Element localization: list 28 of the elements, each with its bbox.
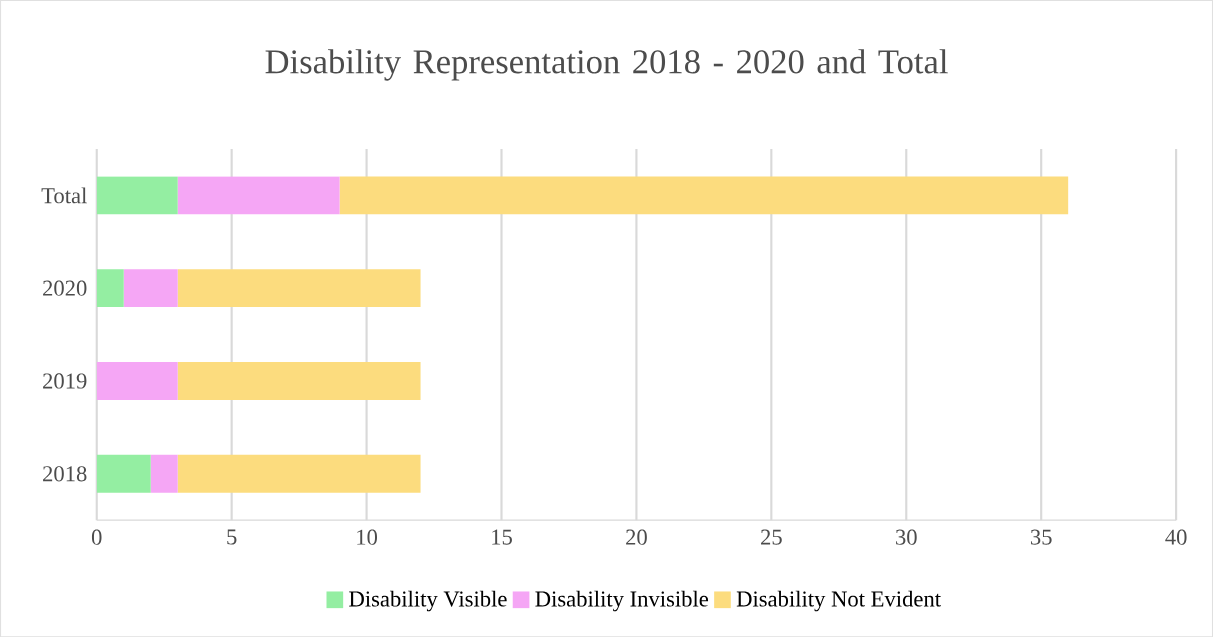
bar bbox=[123, 269, 178, 307]
y-tick-label: 2018 bbox=[43, 465, 87, 482]
bar bbox=[96, 176, 178, 215]
legend-label: Disability Invisible bbox=[535, 590, 709, 612]
x-tick-label: 0 bbox=[91, 529, 102, 545]
x-tick-label: 30 bbox=[896, 529, 917, 545]
chart-title: Disability Representation 2018 - 2020 and Total bbox=[265, 49, 948, 81]
bar bbox=[339, 176, 1069, 215]
x-tick-label: 5 bbox=[227, 529, 237, 545]
bar bbox=[96, 361, 178, 400]
y-tick-label: 2019 bbox=[43, 373, 87, 389]
legend-label: Disability Visible bbox=[349, 590, 507, 612]
bar bbox=[177, 269, 421, 307]
x-tick-label: 15 bbox=[492, 529, 512, 545]
x-tick-label: 25 bbox=[761, 529, 782, 545]
bar bbox=[150, 454, 178, 493]
x-tick-label: 40 bbox=[1165, 529, 1187, 545]
legend-label: Disability Not Evident bbox=[736, 590, 941, 612]
y-tick-label: Total bbox=[41, 187, 87, 204]
bar bbox=[177, 361, 421, 400]
bar bbox=[96, 454, 151, 493]
bar bbox=[177, 176, 340, 215]
x-tick-label: 20 bbox=[626, 529, 647, 545]
bar bbox=[177, 454, 421, 493]
x-tick-label: 35 bbox=[1030, 529, 1052, 545]
bar bbox=[96, 269, 124, 307]
y-tick-label: 2020 bbox=[43, 280, 87, 296]
x-tick-label: 10 bbox=[357, 529, 378, 545]
